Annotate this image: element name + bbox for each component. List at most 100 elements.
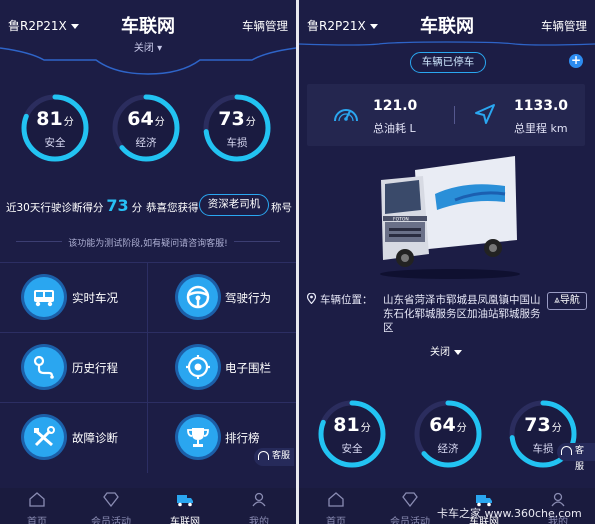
svg-text:FOTON: FOTON bbox=[393, 217, 409, 223]
mileage-label: 总里程 km bbox=[514, 122, 568, 135]
feature-grid: 实时车况 驾驶行为 历史行程 电子围栏 故障诊断 bbox=[0, 262, 296, 473]
tab-member-activity[interactable]: 会员活动 bbox=[373, 488, 447, 524]
route-icon bbox=[24, 347, 64, 387]
fence-icon bbox=[178, 347, 218, 387]
app-header: 鲁R2P21X 车联网 车辆管理 bbox=[299, 0, 595, 50]
mileage-value: 1133.0 bbox=[514, 98, 569, 114]
trophy-icon bbox=[178, 417, 218, 457]
test-notice: 该功能为测试阶段,如有疑问请咨询客服! bbox=[68, 239, 228, 249]
diamond-icon bbox=[103, 492, 119, 507]
menu-fault-diagnosis[interactable]: 故障诊断 bbox=[0, 403, 148, 473]
vehicle-manage-link[interactable]: 车辆管理 bbox=[541, 19, 587, 33]
menu-leaderboard[interactable]: 排行榜 bbox=[148, 403, 296, 473]
tab-home[interactable]: 首页 bbox=[0, 488, 74, 524]
fuel-mileage-panel: 121.0 总油耗 L 1133.0 总里程 km bbox=[307, 84, 585, 146]
location-address: 山东省菏泽市郓城县凤凰镇中国山东石化郓城服务区加油站郓城服务区 bbox=[383, 294, 541, 334]
gauge-fill bbox=[509, 400, 577, 468]
tab-telematics[interactable]: 车联网 bbox=[148, 488, 222, 524]
chevron-down-icon bbox=[369, 24, 378, 29]
truck-icon bbox=[476, 495, 492, 507]
customer-service-button[interactable]: 客服 bbox=[254, 448, 295, 466]
gauge-fill bbox=[414, 400, 482, 468]
gauge-safety[interactable]: 81分 安全 bbox=[19, 92, 91, 164]
vehicle-location: 车辆位置： 山东省菏泽市郓城县凤凰镇中国山东石化郓城服务区加油站郓城服务区 bbox=[307, 293, 547, 334]
menu-label: 历史行程 bbox=[72, 361, 118, 375]
right-screen: 鲁R2P21X 车联网 车辆管理 车辆已停车 + 121.0 总油耗 L 113… bbox=[299, 0, 595, 524]
gauge-fill bbox=[112, 94, 180, 162]
badge-suffix: 称号 bbox=[271, 202, 292, 214]
gauge-value: 64分 bbox=[429, 414, 467, 436]
bottom-tab-bar: 首页 会员活动 车联网 我的 bbox=[0, 488, 296, 524]
tab-mine[interactable]: 我的 bbox=[222, 488, 296, 524]
gauge-economy[interactable]: 64分经济 bbox=[412, 398, 484, 470]
gauge-fill bbox=[21, 94, 89, 162]
gauge-label: 车损 bbox=[226, 137, 248, 149]
truck-icon bbox=[177, 495, 193, 507]
tab-label: 车联网 bbox=[170, 517, 200, 524]
gauge-value: 73分 bbox=[524, 414, 562, 436]
gauge-safety[interactable]: 81分 安全 bbox=[316, 398, 388, 470]
vehicle-manage-link[interactable]: 车辆管理 bbox=[242, 19, 288, 33]
divider bbox=[234, 241, 280, 242]
site-watermark: 卡车之家 www.360che.com bbox=[437, 507, 582, 520]
tab-home[interactable]: 首页 bbox=[299, 488, 373, 524]
gauge-value: 64分 bbox=[127, 108, 165, 130]
screen-divider bbox=[296, 0, 299, 524]
menu-label: 实时车况 bbox=[72, 291, 118, 305]
bus-icon bbox=[24, 277, 64, 317]
tab-label: 首页 bbox=[326, 517, 346, 524]
gauge-wear[interactable]: 73分车损 bbox=[201, 92, 273, 164]
headset-icon bbox=[258, 451, 269, 460]
left-screen: 鲁R2P21X 车联网 车辆管理 关闭 ▾ 81分 安全 64分 经济 73分 车损 … bbox=[0, 0, 296, 524]
tab-label: 车联网 bbox=[469, 517, 499, 524]
plate-selector[interactable]: 鲁R2P21X bbox=[8, 17, 79, 34]
gauge-label: 安全 bbox=[44, 137, 66, 149]
gauge-label: 经济 bbox=[135, 137, 157, 149]
tab-label: 会员活动 bbox=[390, 517, 430, 524]
chevron-down-icon: ▾ bbox=[157, 43, 163, 54]
truck-image: FOTON bbox=[380, 156, 520, 279]
gauge-fill bbox=[318, 400, 386, 468]
vehicle-status-badge: 车辆已停车 bbox=[410, 52, 486, 73]
add-icon[interactable]: + bbox=[569, 53, 583, 68]
collapse-toggle[interactable]: 关闭 bbox=[430, 343, 462, 358]
menu-geofence[interactable]: 电子围栏 bbox=[148, 333, 296, 403]
tab-member-activity[interactable]: 会员活动 bbox=[74, 488, 148, 524]
gauge-economy[interactable]: 64分经济 bbox=[110, 92, 182, 164]
speedometer-icon bbox=[334, 109, 358, 122]
tab-label: 会员活动 bbox=[91, 517, 131, 524]
collapse-toggle[interactable]: 关闭 ▾ bbox=[133, 43, 163, 54]
gauge-label: 经济 bbox=[437, 443, 459, 455]
menu-label: 排行榜 bbox=[225, 431, 260, 445]
home-icon bbox=[328, 492, 344, 507]
menu-label: 故障诊断 bbox=[72, 431, 118, 445]
chevron-down-icon bbox=[70, 24, 79, 29]
chevron-down-icon bbox=[454, 349, 462, 355]
navigation-button[interactable]: ⩓导航 bbox=[547, 292, 587, 310]
user-icon bbox=[252, 492, 266, 507]
app-header: 鲁R2P21X 车联网 车辆管理 bbox=[0, 0, 296, 50]
navigation-arrow-icon bbox=[475, 104, 495, 124]
divider bbox=[454, 106, 455, 124]
bottom-tab-bar: 首页 会员活动 车联网 我的 bbox=[299, 488, 595, 524]
congrats-text: 恭喜您获得 bbox=[146, 202, 199, 214]
navigation-icon: ⩓ bbox=[554, 295, 560, 306]
fuel-value: 121.0 bbox=[373, 98, 418, 114]
menu-realtime-status[interactable]: 实时车况 bbox=[0, 263, 148, 333]
diagnosis-score: 近30天行驶诊断得分 73 分 bbox=[6, 196, 143, 215]
gauge-label: 安全 bbox=[341, 443, 363, 455]
tab-mine[interactable]: 我的 bbox=[521, 488, 595, 524]
menu-driving-behavior[interactable]: 驾驶行为 bbox=[148, 263, 296, 333]
gauge-ring bbox=[21, 94, 89, 162]
title-badge[interactable]: 资深老司机 bbox=[199, 194, 269, 216]
tab-telematics[interactable]: 车联网 bbox=[447, 488, 521, 524]
menu-trip-history[interactable]: 历史行程 bbox=[0, 333, 148, 403]
location-pin-icon bbox=[307, 293, 316, 304]
plate-selector[interactable]: 鲁R2P21X bbox=[307, 17, 378, 34]
customer-service-button[interactable]: 客服 bbox=[557, 443, 595, 472]
gauge-ring bbox=[203, 94, 271, 162]
diamond-icon bbox=[402, 492, 418, 507]
page-title: 车联网 bbox=[121, 16, 175, 37]
gauge-value: 73分 bbox=[218, 108, 256, 130]
divider bbox=[16, 241, 62, 242]
